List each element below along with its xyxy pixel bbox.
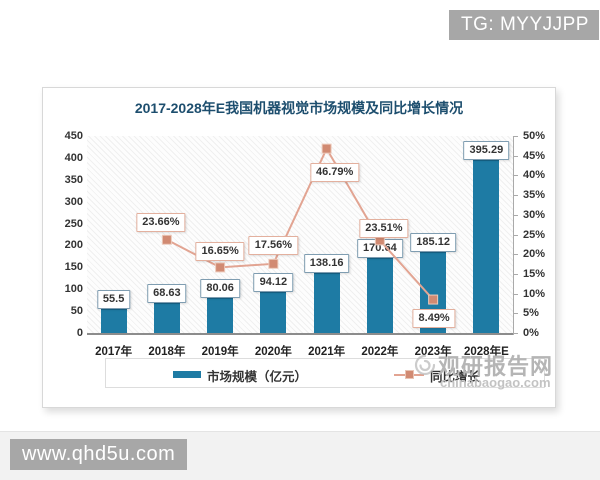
- y-axis-right-tick-label: 25%: [523, 228, 546, 241]
- telegram-watermark-badge: TG: MYYJJPP: [449, 10, 599, 40]
- y-axis-right-tick-label: 10%: [523, 287, 546, 300]
- x-axis-category-label: 2021年: [308, 346, 346, 358]
- x-axis-line: [87, 333, 514, 335]
- y-axis-right-tick-label: 40%: [523, 169, 546, 182]
- legend-label-market-size: 市场规模（亿元）: [207, 370, 308, 384]
- y-axis-right-tick-label: 5%: [523, 307, 539, 320]
- bar: [313, 272, 340, 333]
- growth-value-label: 46.79%: [309, 162, 360, 182]
- chart-title: 2017-2028年E我国机器视觉市场规模及同比增长情况: [134, 100, 464, 116]
- bar: [207, 297, 234, 333]
- bar-value-label: 55.5: [96, 289, 131, 309]
- x-axis-category-label: 2018年: [148, 346, 186, 358]
- right-axis-line: [513, 136, 514, 335]
- y-axis-right-tick-mark: [513, 136, 518, 137]
- growth-line-marker: [215, 262, 226, 273]
- bar: [260, 291, 287, 333]
- growth-line-marker: [268, 258, 279, 269]
- y-axis-left-tick-label: 300: [64, 195, 83, 208]
- legend-line-marker: [405, 370, 414, 379]
- x-axis-category-label: 2020年: [254, 346, 292, 358]
- y-axis-left-tick-label: 450: [64, 130, 83, 142]
- growth-value-label: 17.56%: [248, 235, 299, 255]
- y-axis-right-tick-mark: [513, 293, 518, 295]
- y-axis-right-tick-label: 20%: [523, 248, 546, 261]
- bar-value-label: 185.12: [410, 232, 456, 252]
- growth-line-marker: [428, 294, 439, 305]
- y-axis-right-tick-mark: [513, 175, 518, 177]
- y-axis-left-tick-label: 100: [64, 283, 83, 296]
- y-axis-left-tick-label: 350: [64, 173, 83, 186]
- legend-bar-swatch: [173, 371, 201, 378]
- growth-value-label: 16.65%: [195, 242, 245, 262]
- growth-line-marker: [161, 234, 172, 245]
- x-axis-category-label: 2022年: [361, 346, 399, 358]
- y-axis-right-tick-mark: [513, 313, 518, 315]
- y-axis-left-tick-label: 250: [64, 217, 83, 230]
- bar: [366, 258, 393, 333]
- bar: [100, 308, 127, 333]
- bar-value-label: 395.29: [463, 140, 510, 160]
- growth-value-label: 23.51%: [359, 219, 409, 239]
- bar-value-label: 94.12: [253, 272, 294, 292]
- y-axis-right-tick-mark: [513, 195, 518, 197]
- growth-value-label: 23.66%: [136, 212, 186, 232]
- bar-value-label: 138.16: [303, 253, 350, 273]
- y-axis-left-tick-label: 150: [64, 261, 83, 274]
- x-axis-category-label: 2019年: [201, 346, 239, 358]
- y-axis-right-tick-mark: [513, 333, 518, 334]
- growth-line-layer: [161, 143, 439, 305]
- y-axis-left-tick-label: 400: [64, 151, 83, 164]
- y-axis-left-tick-label: 200: [64, 239, 83, 252]
- bar: [473, 159, 500, 333]
- x-axis-category-label: 2017年: [95, 346, 133, 358]
- x-axis-category-label: 2023年: [414, 346, 452, 358]
- growth-line-marker: [321, 143, 332, 154]
- y-axis-right-tick-label: 50%: [523, 130, 546, 142]
- bar: [153, 302, 180, 333]
- y-axis-right-tick-label: 15%: [523, 267, 546, 280]
- y-axis-right-tick-label: 0%: [523, 327, 539, 339]
- legend-label-growth: 同比增长: [430, 370, 481, 384]
- y-axis-left-tick-label: 0: [76, 327, 83, 339]
- site-watermark-badge: www.qhd5u.com: [10, 439, 188, 470]
- y-axis-right-tick-mark: [513, 254, 518, 256]
- y-axis-right-tick-label: 45%: [523, 149, 546, 162]
- bar-value-label: 68.63: [147, 283, 187, 303]
- growth-line: [166, 146, 434, 301]
- chart-legend: 市场规模（亿元） 同比增长: [105, 358, 545, 388]
- y-axis-right-tick-mark: [513, 273, 518, 275]
- growth-value-label: 8.49%: [412, 308, 456, 328]
- y-axis-right-tick-mark: [513, 214, 518, 216]
- y-axis-right-tick-label: 30%: [523, 208, 546, 221]
- y-axis-right-tick-mark: [513, 234, 518, 236]
- y-axis-right-tick-label: 35%: [523, 189, 546, 202]
- y-axis-left-tick-label: 50: [70, 305, 83, 318]
- bar-value-label: 80.06: [200, 278, 240, 298]
- x-axis-category-label: 2028年E: [463, 346, 509, 358]
- y-axis-right-tick-mark: [513, 155, 518, 157]
